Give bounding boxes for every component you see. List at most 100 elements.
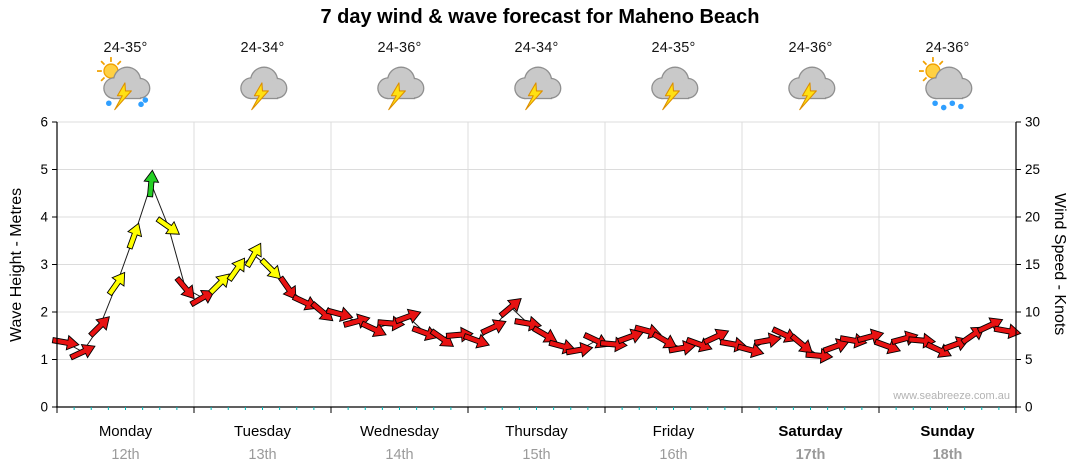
page-title: 7 day wind & wave forecast for Maheno Be… xyxy=(320,6,760,28)
weather-icon-slot xyxy=(335,57,465,113)
wind-arrow-glyph xyxy=(736,342,765,359)
sun-rain-icon xyxy=(918,57,972,111)
temp-range: 24-36° xyxy=(377,40,422,56)
wind-arrow xyxy=(360,320,387,338)
wind-arrow-glyph xyxy=(259,257,282,280)
wind-arrow xyxy=(126,222,143,250)
weather-icon-slot xyxy=(609,57,739,113)
wind-arrow xyxy=(462,333,491,349)
wind-arrow-glyph xyxy=(394,308,422,325)
wind-arrow-glyph xyxy=(310,301,334,322)
temp-range: 24-36° xyxy=(925,40,970,56)
wind-arrow-glyph xyxy=(174,275,195,300)
wind-arrow-glyph xyxy=(155,216,181,235)
wind-arrow xyxy=(143,169,160,198)
storm-icon xyxy=(376,66,424,111)
day-name-label: Sunday xyxy=(920,423,975,440)
day-header-saturday: 24-36° xyxy=(746,40,876,113)
day-name-label: Thursday xyxy=(505,423,568,440)
raindrops-icon xyxy=(105,97,148,108)
wind-arrow-glyph xyxy=(480,319,507,336)
wind-arrow-glyph xyxy=(126,222,143,250)
wind-arrow xyxy=(69,343,96,361)
wind-arrow xyxy=(702,328,730,346)
lightning-icon xyxy=(250,82,269,111)
wind-arrow-glyph xyxy=(462,333,491,349)
wind-arrow-glyph xyxy=(106,271,126,297)
left-tick-label: 6 xyxy=(40,115,48,130)
day-header-thursday: 24-34° xyxy=(472,40,602,113)
left-tick-label: 3 xyxy=(40,257,48,272)
watermark: www.seabreeze.com.au xyxy=(893,390,1010,402)
day-name-label: Saturday xyxy=(778,423,843,440)
wind-arrow xyxy=(244,242,262,269)
left-tick-label: 5 xyxy=(40,162,48,177)
day-name-label: Friday xyxy=(653,423,695,440)
wind-arrow-glyph xyxy=(69,343,96,361)
wind-arrow xyxy=(822,338,850,354)
cloud-icon xyxy=(924,66,972,100)
wind-arrow xyxy=(259,257,282,280)
wind-arrows xyxy=(51,169,1022,364)
wind-arrow-glyph xyxy=(925,341,952,358)
wind-arrow xyxy=(155,216,181,235)
day-name-label: Wednesday xyxy=(360,423,439,440)
wind-arrow-glyph xyxy=(189,290,215,308)
lightning-icon xyxy=(524,82,543,111)
wind-arrow xyxy=(789,333,813,354)
wind-arrow xyxy=(565,341,594,358)
lightning-icon xyxy=(387,82,406,111)
wind-arrow-glyph xyxy=(277,275,297,301)
right-tick-label: 5 xyxy=(1025,352,1033,367)
weather-icon-slot xyxy=(883,57,1013,113)
wind-arrow xyxy=(310,301,334,322)
cloud-icon xyxy=(650,66,698,100)
wind-arrow-glyph xyxy=(411,325,439,341)
day-header-sunday: 24-36° xyxy=(883,40,1013,113)
wind-arrow-glyph xyxy=(498,298,522,319)
wind-arrow xyxy=(189,290,215,308)
wind-arrow xyxy=(208,273,230,296)
temp-range: 24-34° xyxy=(240,40,285,56)
left-tick-label: 0 xyxy=(40,400,48,415)
wind-arrow xyxy=(325,306,354,323)
wind-arrow-glyph xyxy=(993,323,1022,340)
wind-arrow xyxy=(277,275,297,301)
right-tick-label: 25 xyxy=(1025,162,1040,177)
sun-storm-rain-icon xyxy=(96,57,150,111)
wind-arrow-glyph xyxy=(429,328,455,347)
wind-arrow-glyph xyxy=(753,332,782,349)
day-name-label: Monday xyxy=(99,423,153,440)
wind-arrow xyxy=(925,341,952,358)
weather-icon-slot xyxy=(198,57,328,113)
wind-arrow-glyph xyxy=(88,316,110,338)
weather-icon-slot xyxy=(472,57,602,113)
wind-arrow-glyph xyxy=(143,169,160,198)
wind-arrow xyxy=(106,271,126,297)
wind-arrow xyxy=(498,298,522,319)
left-tick-label: 4 xyxy=(40,210,48,225)
wind-arrow-glyph xyxy=(976,317,1004,334)
day-header-friday: 24-35° xyxy=(609,40,739,113)
wind-arrow-glyph xyxy=(822,338,850,354)
wind-arrow xyxy=(617,328,645,345)
lightning-icon xyxy=(798,82,817,111)
temp-range: 24-36° xyxy=(788,40,833,56)
wind-arrow-glyph xyxy=(51,334,80,351)
wind-arrow xyxy=(668,339,697,356)
lightning-icon xyxy=(661,82,680,111)
day-date-label: 16th xyxy=(659,447,687,463)
wind-arrow xyxy=(394,308,422,325)
wind-arrow xyxy=(753,332,782,349)
wind-arrow xyxy=(993,323,1022,340)
day-header-wednesday: 24-36° xyxy=(335,40,465,113)
storm-icon xyxy=(513,66,561,111)
wind-arrow-glyph xyxy=(617,328,645,345)
wind-arrow xyxy=(88,316,110,338)
wind-arrow-glyph xyxy=(244,242,262,269)
temp-range: 24-34° xyxy=(514,40,559,56)
wind-arrow-glyph xyxy=(668,339,697,356)
storm-icon xyxy=(239,66,287,111)
day-name-label: Tuesday xyxy=(234,423,291,440)
